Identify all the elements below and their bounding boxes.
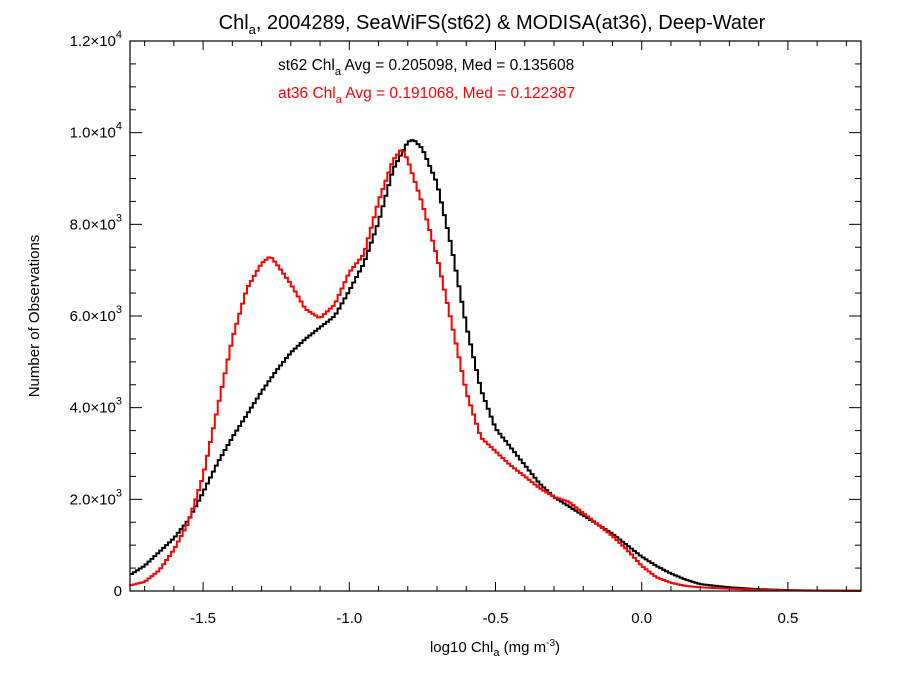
- y-tick-mantissa: 8.0×10: [70, 216, 116, 233]
- y-tick-label: 1.0×104: [70, 121, 122, 142]
- stats-annotation-prefix: at36 Chl: [278, 85, 336, 102]
- plot-area: [130, 139, 861, 592]
- y-tick-label: 4.0×103: [70, 396, 122, 417]
- y-tick-exponent: 3: [116, 212, 122, 224]
- x-axis-label-main: log10 Chl: [430, 639, 493, 656]
- stats-annotation-values: Avg = 0.191068, Med = 0.122387: [342, 85, 575, 102]
- x-axis-label-sup: -3: [546, 638, 555, 649]
- y-tick-label: 8.0×103: [70, 212, 122, 233]
- x-axis-label-sub: a: [493, 647, 500, 659]
- x-tick-label: 0.5: [777, 610, 798, 627]
- x-tick-label: -1.5: [190, 610, 216, 627]
- x-axis-label-rest: (mg m: [499, 639, 546, 656]
- y-tick-label: 1.2×104: [70, 29, 122, 50]
- x-axis-label: log10 Chla (mg m-3): [430, 638, 560, 659]
- svg-text:Chla, 2004289, SeaWiFS(st62) &: Chla, 2004289, SeaWiFS(st62) & MODISA(at…: [219, 12, 766, 37]
- x-tick-label: 0.0: [631, 610, 652, 627]
- y-tick-label: 2.0×103: [70, 487, 122, 508]
- y-tick-exponent: 4: [116, 121, 122, 133]
- stats-annotation-prefix: st62 Chl: [278, 57, 335, 74]
- series-at36-line: [130, 149, 861, 592]
- series-st62-line: [130, 139, 861, 592]
- y-tick-label: 0: [114, 583, 122, 600]
- stats-annotations: st62 Chla Avg = 0.205098, Med = 0.135608…: [278, 57, 575, 106]
- y-tick-exponent: 3: [116, 304, 122, 316]
- plot-frame: [129, 40, 862, 592]
- stats-annotation-sub: a: [335, 66, 342, 78]
- y-tick-mantissa: 4.0×10: [70, 400, 116, 417]
- chart-title-rest: , 2004289, SeaWiFS(st62) & MODISA(at36),…: [256, 12, 766, 34]
- chart-title-main: Chl: [219, 12, 249, 34]
- y-tick-exponent: 3: [116, 487, 122, 499]
- y-tick-mantissa: 0: [114, 583, 122, 600]
- y-tick-mantissa: 1.2×10: [70, 33, 116, 50]
- y-tick-label: 6.0×103: [70, 304, 122, 325]
- stats-annotation-values: Avg = 0.205098, Med = 0.135608: [341, 57, 574, 74]
- stats-annotation-sub: a: [336, 94, 343, 106]
- x-tick-label: -1.0: [336, 610, 362, 627]
- y-axis-label: Number of Observations: [26, 235, 43, 398]
- chart-title-sub: a: [249, 22, 257, 37]
- stats-annotation-at36: at36 Chla Avg = 0.191068, Med = 0.122387: [278, 85, 575, 106]
- stats-annotation-st62: st62 Chla Avg = 0.205098, Med = 0.135608: [278, 57, 574, 78]
- y-tick-mantissa: 1.0×10: [70, 125, 116, 142]
- y-tick-mantissa: 6.0×10: [70, 308, 116, 325]
- y-tick-mantissa: 2.0×10: [70, 491, 116, 508]
- y-tick-exponent: 3: [116, 396, 122, 408]
- x-tick-label: -0.5: [483, 610, 509, 627]
- y-tick-exponent: 4: [116, 29, 122, 41]
- x-axis: -1.5 -1.0 -0.5 0.0 0.5: [144, 41, 847, 627]
- y-axis: 02.0×1034.0×1036.0×1038.0×1031.0×1041.2×…: [70, 29, 861, 600]
- x-axis-label-close: ): [555, 639, 560, 656]
- chart-title: Chla, 2004289, SeaWiFS(st62) & MODISA(at…: [219, 12, 766, 37]
